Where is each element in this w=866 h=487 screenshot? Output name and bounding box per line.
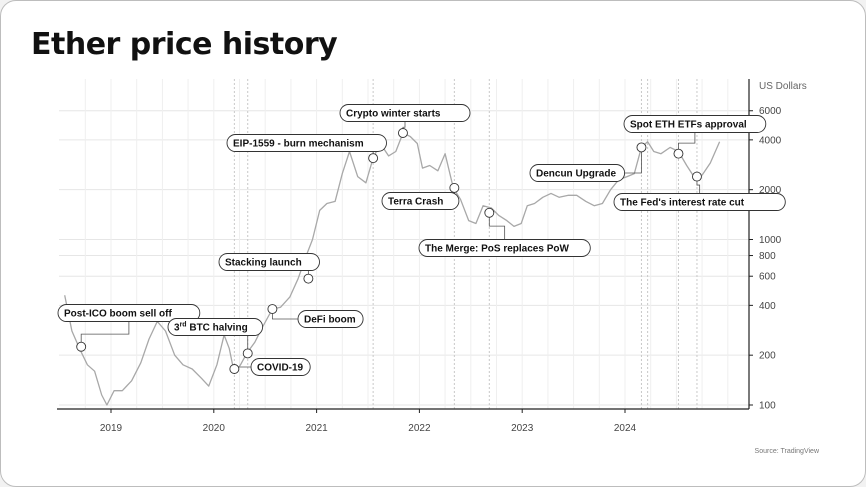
annotation-connector (80, 321, 130, 347)
annotation-label: COVID-19 (257, 363, 304, 374)
annotation-marker (242, 348, 253, 359)
annotation-label: Spot ETH ETFs approval (630, 120, 747, 131)
y-tick-label: 200 (759, 351, 776, 362)
y-tick-label: 400 (759, 301, 776, 312)
y-tick-label: 6000 (759, 106, 782, 117)
annotation-marker (692, 171, 702, 182)
annotation-label: The Fed's interest rate cut (620, 198, 745, 209)
x-tick-label: 2019 (100, 423, 123, 434)
x-tick-label: 2023 (511, 423, 534, 434)
price-line (64, 132, 721, 406)
annotation-pill (623, 115, 767, 133)
annotation: Terra Crash (381, 182, 460, 210)
annotation-pill (226, 134, 387, 152)
x-tick-label: 2021 (305, 423, 328, 434)
annotation-marker (673, 148, 684, 159)
annotation-connector (624, 147, 642, 174)
annotation-label: Stacking launch (225, 258, 302, 269)
annotation: Stacking launch (218, 253, 320, 284)
annotation-marker (267, 304, 278, 314)
annotation-label: EIP-1559 - burn mechanism (233, 139, 364, 150)
x-tick-label: 2022 (408, 423, 431, 434)
annotation-pill (250, 358, 311, 376)
chart-title: Ether price history (31, 27, 338, 62)
annotation-label: 3rd BTC halving (174, 322, 248, 334)
annotation-label: Terra Crash (388, 197, 443, 208)
annotation: Spot ETH ETFs approval (623, 115, 767, 159)
y-tick-label: 4000 (759, 135, 782, 146)
annotation-pill (167, 318, 264, 336)
annotation: COVID-19 (229, 358, 311, 376)
annotation-marker (229, 364, 240, 374)
annotation-label: Crypto winter starts (346, 109, 441, 120)
annotation: EIP-1559 - burn mechanism (226, 134, 387, 164)
annotation-marker (303, 273, 314, 284)
annotation: Post-ICO boom sell off (57, 304, 201, 352)
annotation-pill (381, 192, 460, 210)
y-tick-label: 2000 (759, 185, 782, 196)
annotation-marker (449, 182, 460, 193)
annotation-pill (418, 239, 591, 257)
y-axis-unit-label: US Dollars (759, 81, 807, 92)
annotation-connector (678, 132, 696, 154)
annotation: Crypto winter starts (339, 104, 471, 138)
annotation-marker (484, 207, 495, 218)
annotation: 3rd BTC halving (167, 318, 264, 359)
annotation-pill (613, 193, 786, 211)
annotation-pill (57, 304, 201, 322)
y-tick-label: 800 (759, 251, 776, 262)
y-tick-label: 100 (759, 401, 776, 412)
annotation-connector (488, 212, 506, 240)
annotation-pill (339, 104, 471, 122)
annotation-marker (636, 142, 647, 153)
annotation-label: Dencun Upgrade (536, 169, 616, 180)
annotation-marker (76, 341, 87, 352)
x-tick-label: 2024 (614, 423, 637, 434)
annotation: The Fed's interest rate cut (613, 171, 786, 211)
annotation-label: Post-ICO boom sell off (64, 309, 172, 320)
annotation-pill (218, 253, 320, 271)
annotation-pill (297, 310, 364, 328)
y-tick-label: 1000 (759, 235, 782, 246)
y-tick-label: 600 (759, 272, 776, 283)
annotation: DeFi boom (267, 304, 364, 328)
annotation-marker (398, 128, 408, 138)
annotation: Dencun Upgrade (529, 142, 647, 182)
annotation: The Merge: PoS replaces PoW (418, 207, 591, 257)
source-note: Source: TradingView (755, 448, 820, 455)
annotation-marker (368, 153, 379, 164)
annotation-label: The Merge: PoS replaces PoW (425, 244, 569, 255)
annotation-label: DeFi boom (304, 315, 356, 326)
annotation-pill (529, 164, 626, 182)
x-tick-label: 2020 (203, 423, 226, 434)
